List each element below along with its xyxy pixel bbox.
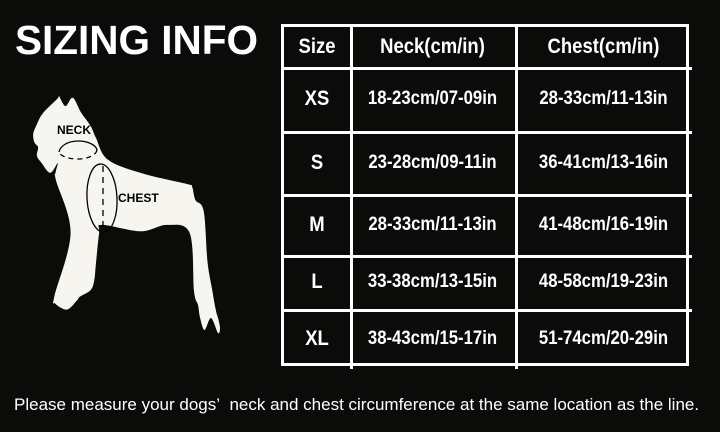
svg-text:CHEST: CHEST bbox=[118, 191, 159, 205]
svg-text:NECK: NECK bbox=[57, 123, 91, 137]
